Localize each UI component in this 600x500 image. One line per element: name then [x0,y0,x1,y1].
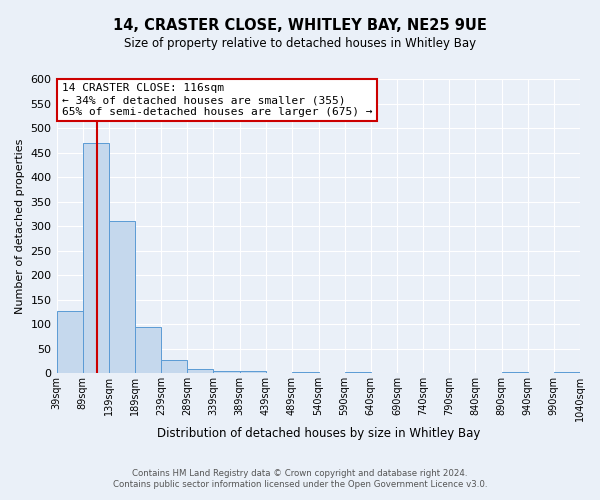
Text: Contains public sector information licensed under the Open Government Licence v3: Contains public sector information licen… [113,480,487,489]
X-axis label: Distribution of detached houses by size in Whitley Bay: Distribution of detached houses by size … [157,427,480,440]
Text: 14 CRASTER CLOSE: 116sqm
← 34% of detached houses are smaller (355)
65% of semi-: 14 CRASTER CLOSE: 116sqm ← 34% of detach… [62,84,372,116]
Bar [161,360,187,374]
Bar [292,372,319,374]
Bar [135,327,161,374]
Bar [83,143,109,374]
Text: Contains HM Land Registry data © Crown copyright and database right 2024.: Contains HM Land Registry data © Crown c… [132,468,468,477]
Text: 14, CRASTER CLOSE, WHITLEY BAY, NE25 9UE: 14, CRASTER CLOSE, WHITLEY BAY, NE25 9UE [113,18,487,32]
Bar [344,372,371,374]
Bar [187,368,214,374]
Bar [239,371,266,374]
Bar [214,371,239,374]
Bar [554,372,580,374]
Bar [109,222,135,374]
Bar [502,372,528,374]
Bar [56,310,83,374]
Y-axis label: Number of detached properties: Number of detached properties [15,138,25,314]
Text: Size of property relative to detached houses in Whitley Bay: Size of property relative to detached ho… [124,38,476,51]
